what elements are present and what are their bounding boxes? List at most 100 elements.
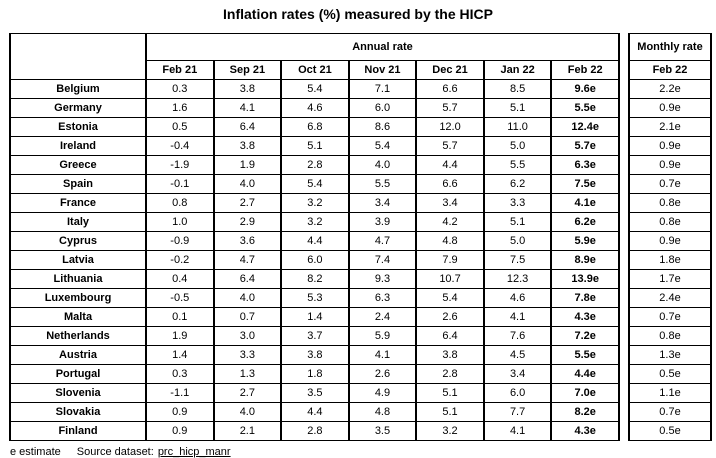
annual-value: 1.4 (145, 345, 215, 365)
monthly-row: 0.9e (628, 155, 712, 175)
annual-value: 5.0 (482, 231, 553, 251)
monthly-group-header-row: Monthly rate (628, 33, 712, 61)
column-header: Oct 21 (280, 60, 350, 80)
table-row: Latvia -0.2 4.7 6.0 7.4 7.9 7.5 8.9e (9, 250, 620, 270)
annual-value: -0.5 (145, 288, 215, 308)
monthly-row: 0.9e (628, 136, 712, 156)
tables-container: Annual rate Feb 21 Sep 21 Oct 21 Nov 21 Dec … (9, 33, 716, 441)
monthly-row: 0.9e (628, 98, 712, 118)
column-header: Feb 21 (145, 60, 215, 80)
annual-value: 8.9e (550, 250, 620, 270)
monthly-value: 0.8e (628, 193, 712, 213)
country-name: France (9, 193, 147, 213)
table-row: Belgium 0.3 3.8 5.4 7.1 6.6 8.5 9.6e (9, 79, 620, 99)
monthly-rate-table: Monthly rate Feb 22 2.2e 0.9e 2.1e 0.9e 0.9e… (628, 33, 712, 441)
column-header: Sep 21 (212, 60, 283, 80)
column-header: Feb 22 (550, 60, 620, 80)
annual-value: 2.7 (212, 383, 283, 403)
monthly-table-body: 2.2e 0.9e 2.1e 0.9e 0.9e 0.7e 0.8e 0.8e 0.9e 1.8e… (628, 79, 712, 441)
annual-value: 1.8 (280, 364, 350, 384)
annual-value: 8.2e (550, 402, 620, 422)
annual-value: 6.0 (280, 250, 350, 270)
monthly-row: 2.2e (628, 79, 712, 99)
country-name: Spain (9, 174, 147, 194)
annual-value: 3.5 (347, 421, 418, 441)
annual-value: 5.1 (482, 98, 553, 118)
annual-value: 7.0e (550, 383, 620, 403)
source-dataset-link[interactable]: prc_hicp_manr (157, 446, 231, 458)
annual-value: 1.3 (212, 364, 283, 384)
annual-value: -0.4 (145, 136, 215, 156)
annual-value: 7.5e (550, 174, 620, 194)
monthly-row: 2.1e (628, 117, 712, 137)
annual-value: 2.6 (347, 364, 418, 384)
annual-value: 12.4e (550, 117, 620, 137)
monthly-value: 1.7e (628, 269, 712, 289)
monthly-month-header: Feb 22 (628, 60, 712, 80)
annual-value: 4.1 (482, 421, 553, 441)
annual-value: 3.7 (280, 326, 350, 346)
annual-value: 0.3 (145, 79, 215, 99)
country-name: Lithuania (9, 269, 147, 289)
monthly-row: 0.7e (628, 174, 712, 194)
annual-value: 4.1 (347, 345, 418, 365)
annual-value: 0.5 (145, 117, 215, 137)
country-name: Estonia (9, 117, 147, 137)
annual-value: -0.1 (145, 174, 215, 194)
annual-value: 8.2 (280, 269, 350, 289)
monthly-value: 1.1e (628, 383, 712, 403)
annual-value: 4.0 (347, 155, 418, 175)
annual-value: 3.8 (212, 79, 283, 99)
monthly-row: 0.5e (628, 421, 712, 441)
country-name: Austria (9, 345, 147, 365)
annual-value: 3.9 (347, 212, 418, 232)
monthly-value: 1.8e (628, 250, 712, 270)
annual-value: 8.6 (347, 117, 418, 137)
monthly-value: 0.7e (628, 174, 712, 194)
annual-value: 4.4 (280, 402, 350, 422)
annual-value: 5.7e (550, 136, 620, 156)
annual-value: 2.8 (280, 421, 350, 441)
monthly-row: 2.4e (628, 288, 712, 308)
annual-value: 4.4 (415, 155, 485, 175)
annual-value: 3.4 (415, 193, 485, 213)
annual-value: 4.5 (482, 345, 553, 365)
annual-value: -0.9 (145, 231, 215, 251)
annual-value: 4.7 (212, 250, 283, 270)
annual-value: 7.6 (482, 326, 553, 346)
annual-value: 6.4 (415, 326, 485, 346)
annual-value: -0.2 (145, 250, 215, 270)
annual-value: 1.9 (145, 326, 215, 346)
annual-value: 6.8 (280, 117, 350, 137)
annual-value: 2.7 (212, 193, 283, 213)
monthly-rate-group-header: Monthly rate (628, 33, 712, 61)
annual-value: 1.6 (145, 98, 215, 118)
annual-value: 5.9 (347, 326, 418, 346)
annual-value: 4.1e (550, 193, 620, 213)
annual-value: 4.0 (212, 288, 283, 308)
table-row: Slovenia -1.1 2.7 3.5 4.9 5.1 6.0 7.0e (9, 383, 620, 403)
annual-value: 6.6 (415, 174, 485, 194)
annual-value: 3.4 (347, 193, 418, 213)
monthly-value: 0.5e (628, 421, 712, 441)
table-row: Lithuania 0.4 6.4 8.2 9.3 10.7 12.3 13.9e (9, 269, 620, 289)
annual-value: 4.2 (415, 212, 485, 232)
annual-rate-table: Annual rate Feb 21 Sep 21 Oct 21 Nov 21 Dec … (9, 33, 620, 441)
country-name: Netherlands (9, 326, 147, 346)
country-name: Germany (9, 98, 147, 118)
table-row: Austria 1.4 3.3 3.8 4.1 3.8 4.5 5.5e (9, 345, 620, 365)
annual-value: 4.3e (550, 421, 620, 441)
annual-value: 5.4 (415, 288, 485, 308)
annual-value: 3.8 (415, 345, 485, 365)
annual-value: 7.9 (415, 250, 485, 270)
annual-value: 5.5 (347, 174, 418, 194)
annual-value: 5.7 (415, 136, 485, 156)
monthly-row: 0.8e (628, 326, 712, 346)
monthly-row: 0.7e (628, 402, 712, 422)
annual-value: 5.0 (482, 136, 553, 156)
country-name: Latvia (9, 250, 147, 270)
annual-value: 1.0 (145, 212, 215, 232)
monthly-value: 2.2e (628, 79, 712, 99)
country-name: Slovakia (9, 402, 147, 422)
monthly-row: 0.7e (628, 307, 712, 327)
